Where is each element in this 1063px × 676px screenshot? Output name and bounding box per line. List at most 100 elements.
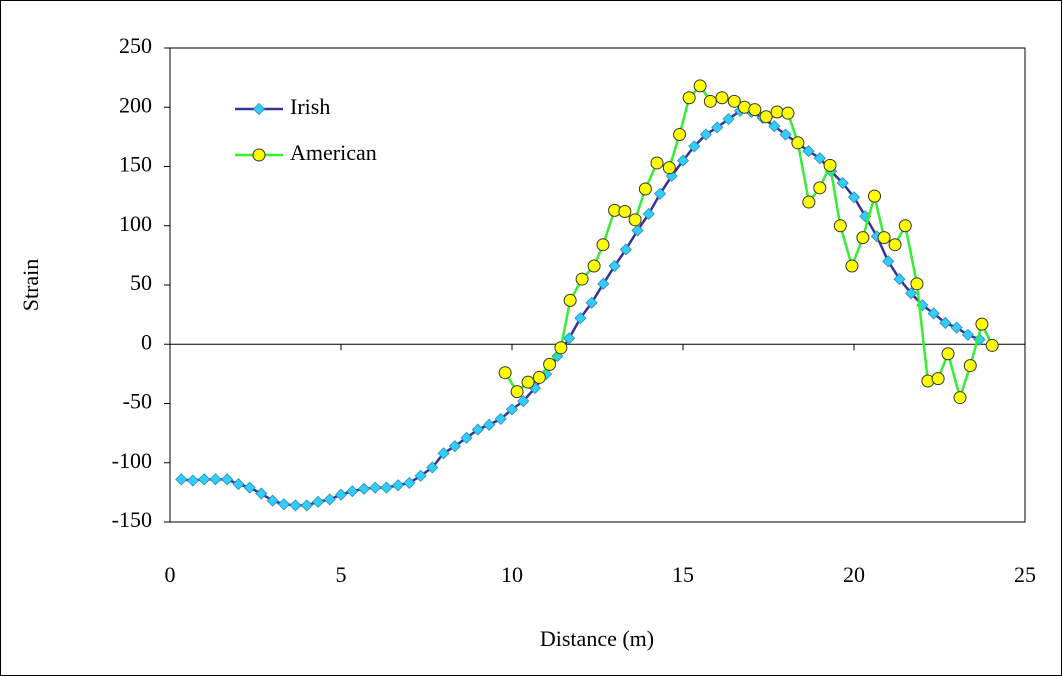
- marker: [673, 128, 687, 142]
- marker: [898, 219, 912, 233]
- marker: [498, 366, 512, 380]
- marker: [693, 79, 707, 93]
- marker: [426, 461, 439, 474]
- marker: [483, 418, 496, 431]
- marker: [300, 499, 313, 512]
- marker: [941, 347, 955, 361]
- marker: [833, 219, 847, 233]
- marker: [543, 357, 557, 371]
- marker: [631, 224, 644, 237]
- marker: [186, 474, 199, 487]
- marker: [357, 482, 370, 495]
- y-tick-label: -50: [123, 389, 152, 414]
- y-tick-label: 50: [130, 270, 152, 295]
- y-tick-label: 100: [119, 211, 152, 236]
- marker: [856, 231, 870, 245]
- marker: [722, 113, 735, 126]
- marker: [759, 110, 773, 124]
- marker: [654, 187, 667, 200]
- marker: [727, 94, 741, 108]
- marker: [585, 296, 598, 309]
- legend-marker: [252, 102, 266, 116]
- marker: [836, 177, 849, 190]
- marker: [619, 243, 632, 256]
- legend-label: Irish: [290, 94, 330, 119]
- marker: [642, 207, 655, 220]
- marker: [460, 431, 473, 444]
- marker: [963, 359, 977, 373]
- marker: [905, 287, 918, 300]
- legend-marker: [252, 148, 266, 162]
- marker: [437, 447, 450, 460]
- marker: [414, 469, 427, 482]
- marker: [682, 91, 696, 105]
- y-tick-label: -150: [112, 507, 152, 532]
- marker: [813, 152, 826, 165]
- y-axis-label: Strain: [18, 259, 43, 312]
- marker: [939, 316, 952, 329]
- marker: [910, 277, 924, 291]
- marker: [369, 481, 382, 494]
- marker: [563, 293, 577, 307]
- marker: [334, 488, 348, 501]
- marker: [574, 312, 587, 325]
- x-tick-label: 0: [165, 562, 176, 587]
- marker: [597, 277, 610, 290]
- marker: [985, 338, 999, 352]
- marker: [618, 205, 632, 219]
- marker: [877, 231, 891, 245]
- marker: [232, 478, 245, 491]
- marker: [703, 94, 717, 108]
- y-tick-label: 150: [119, 152, 152, 177]
- marker: [802, 195, 816, 209]
- marker: [563, 332, 576, 345]
- marker: [312, 495, 325, 508]
- marker: [768, 120, 781, 133]
- marker: [882, 255, 895, 268]
- marker: [505, 403, 519, 416]
- y-tick-label: -100: [112, 448, 152, 473]
- marker: [448, 440, 461, 453]
- marker: [888, 238, 902, 252]
- marker: [845, 259, 859, 273]
- marker: [221, 473, 234, 486]
- marker: [554, 341, 568, 355]
- x-tick-label: 15: [672, 562, 694, 587]
- marker: [175, 473, 188, 486]
- marker: [289, 499, 302, 512]
- marker: [471, 423, 484, 436]
- marker: [510, 385, 524, 399]
- marker: [868, 189, 882, 203]
- marker: [587, 259, 601, 273]
- marker: [823, 158, 837, 172]
- marker: [802, 145, 815, 158]
- marker: [323, 493, 336, 506]
- marker: [243, 481, 256, 494]
- legend-label: American: [290, 140, 377, 165]
- marker: [893, 273, 906, 286]
- marker: [403, 476, 416, 489]
- marker: [255, 487, 268, 500]
- y-tick-label: 0: [141, 329, 152, 354]
- marker: [676, 154, 690, 167]
- marker: [380, 481, 393, 494]
- marker: [532, 370, 546, 384]
- x-tick-label: 25: [1014, 562, 1036, 587]
- marker: [847, 191, 861, 204]
- y-tick-label: 250: [119, 33, 152, 58]
- marker: [715, 91, 729, 105]
- marker: [346, 485, 359, 498]
- x-axis-label: Distance (m): [540, 626, 654, 651]
- marker: [209, 473, 222, 486]
- marker: [950, 321, 963, 334]
- marker: [961, 328, 974, 341]
- marker: [494, 412, 507, 425]
- marker: [596, 238, 610, 252]
- marker: [699, 128, 712, 141]
- marker: [953, 391, 967, 405]
- marker: [517, 395, 530, 408]
- marker: [781, 106, 795, 120]
- marker: [931, 372, 945, 386]
